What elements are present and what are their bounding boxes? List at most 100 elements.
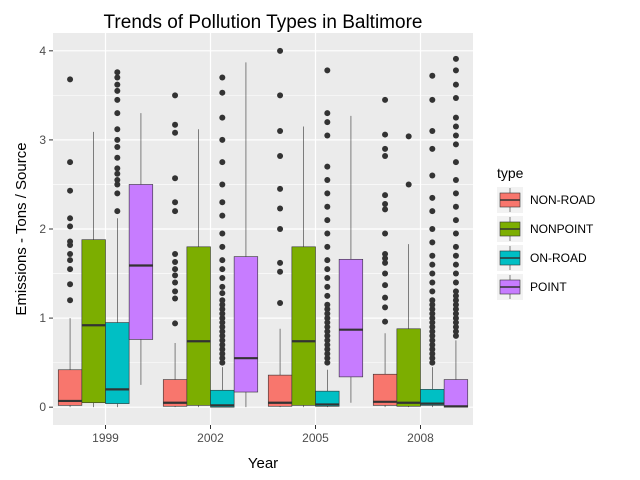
outlier-point (382, 152, 389, 159)
outlier-point (324, 337, 331, 344)
outlier-point (324, 324, 331, 330)
outlier-point (452, 301, 459, 308)
box-point-2008 (443, 55, 469, 408)
outlier-point (114, 190, 121, 197)
outlier-point (452, 288, 459, 295)
box-non-road-1999 (57, 76, 83, 408)
outlier-point (452, 55, 459, 62)
outlier-point (219, 212, 226, 219)
outlier-point (219, 319, 226, 326)
outlier-point (452, 279, 459, 286)
outlier-point (382, 201, 389, 208)
outlier-point (172, 199, 179, 206)
outlier-point (429, 310, 436, 317)
outlier-point (324, 346, 331, 353)
outlier-point (114, 81, 121, 88)
outlier-point (429, 301, 436, 308)
outlier-point (452, 81, 459, 88)
outlier-point (219, 332, 226, 339)
outlier-point (219, 257, 226, 264)
outlier-point (405, 133, 412, 140)
outlier-point (67, 250, 74, 257)
outlier-point (452, 159, 459, 166)
outlier-point (382, 192, 389, 199)
outlier-point (429, 239, 436, 246)
outlier-point (219, 74, 226, 81)
outlier-point (67, 257, 74, 264)
box-on-road-2005 (315, 67, 340, 408)
outlier-point (67, 159, 74, 166)
outlier-point (277, 299, 284, 306)
outlier-point (324, 310, 331, 317)
outlier-point (172, 121, 179, 128)
y-tick-label: 4 (39, 44, 46, 58)
box-on-road-1999 (105, 69, 130, 408)
outlier-point (452, 315, 459, 322)
outlier-point (114, 96, 121, 103)
box-body (267, 374, 293, 407)
outlier-point (324, 350, 331, 357)
box-nonpoint-2005 (291, 126, 316, 408)
outlier-point (219, 310, 226, 317)
outlier-point (452, 306, 459, 313)
outlier-point (172, 279, 179, 286)
box-nonpoint-2008 (396, 133, 421, 408)
outlier-point (219, 243, 226, 250)
legend-item-nonpoint: NONPOINT (497, 216, 594, 242)
outlier-point (219, 341, 226, 348)
legend-item-on-road: ON-ROAD (497, 245, 587, 271)
outlier-point (219, 275, 226, 281)
legend-label: ON-ROAD (530, 251, 587, 265)
outlier-point (114, 110, 121, 117)
outlier-point (452, 332, 459, 339)
outlier-point (429, 315, 436, 322)
y-tick-label: 1 (39, 311, 46, 325)
outlier-point (429, 145, 436, 152)
outlier-point (429, 226, 436, 232)
outlier-point (429, 96, 436, 103)
outlier-point (452, 243, 459, 250)
outlier-point (429, 288, 436, 295)
legend-item-non-road: NON-ROAD (497, 187, 596, 213)
box-point-2005 (338, 115, 364, 403)
box-body (128, 184, 154, 340)
outlier-point (452, 252, 459, 259)
outlier-point (429, 319, 436, 326)
x-tick-label: 2008 (407, 431, 434, 445)
outlier-point (172, 295, 179, 302)
outlier-point (324, 328, 331, 335)
box-non-road-2005 (267, 47, 293, 408)
outlier-point (172, 320, 179, 327)
outlier-point (324, 319, 331, 326)
outlier-point (382, 206, 389, 213)
outlier-point (429, 72, 436, 79)
outlier-point (114, 208, 121, 215)
x-tick-label: 2005 (302, 431, 329, 445)
outlier-point (172, 92, 179, 99)
outlier-point (324, 230, 331, 237)
x-axis-title: Year (248, 455, 278, 472)
outlier-point (324, 275, 331, 281)
outlier-point (324, 132, 331, 139)
outlier-point (382, 255, 389, 262)
outlier-point (452, 67, 459, 74)
box-body (233, 256, 259, 393)
outlier-point (172, 175, 179, 182)
outlier-point (452, 95, 459, 102)
outlier-point (219, 355, 226, 362)
outlier-point (382, 294, 389, 301)
outlier-point (219, 301, 226, 308)
outlier-point (114, 136, 121, 143)
outlier-point (114, 181, 121, 188)
chart-title: Trends of Pollution Types in Baltimore (104, 12, 423, 33)
outlier-point (219, 199, 226, 206)
box-nonpoint-1999 (81, 131, 106, 408)
outlier-point (429, 172, 436, 179)
outlier-point (452, 270, 459, 277)
outlier-point (324, 266, 331, 273)
outlier-point (452, 261, 459, 268)
outlier-point (429, 194, 436, 201)
outlier-point (67, 76, 74, 83)
box-body (338, 258, 364, 378)
outlier-point (382, 318, 389, 325)
